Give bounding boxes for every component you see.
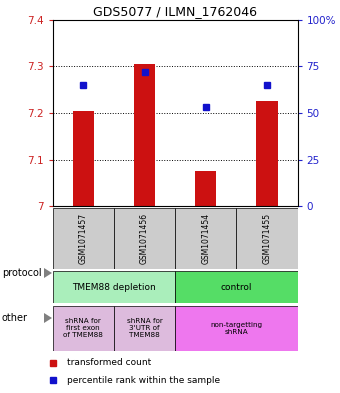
Polygon shape — [44, 313, 52, 323]
Title: GDS5077 / ILMN_1762046: GDS5077 / ILMN_1762046 — [93, 6, 257, 18]
Text: TMEM88 depletion: TMEM88 depletion — [72, 283, 156, 292]
Bar — [53, 208, 114, 269]
Bar — [114, 306, 175, 351]
Text: GSM1071455: GSM1071455 — [262, 213, 271, 264]
Text: protocol: protocol — [2, 268, 41, 278]
Text: transformed count: transformed count — [67, 358, 152, 367]
Text: GSM1071457: GSM1071457 — [79, 213, 88, 264]
Text: shRNA for
3'UTR of
TMEM88: shRNA for 3'UTR of TMEM88 — [126, 318, 163, 338]
Bar — [175, 306, 298, 351]
Bar — [134, 64, 155, 206]
Bar — [236, 208, 298, 269]
Bar — [175, 208, 236, 269]
Text: control: control — [221, 283, 252, 292]
Bar — [256, 101, 278, 206]
Bar — [53, 271, 175, 303]
Text: shRNA for
first exon
of TMEM88: shRNA for first exon of TMEM88 — [63, 318, 103, 338]
Bar — [175, 271, 298, 303]
Text: GSM1071456: GSM1071456 — [140, 213, 149, 264]
Bar — [53, 306, 114, 351]
Text: non-targetting
shRNA: non-targetting shRNA — [210, 322, 262, 335]
Polygon shape — [44, 268, 52, 278]
Text: other: other — [2, 313, 28, 323]
Bar — [73, 111, 94, 206]
Bar — [114, 208, 175, 269]
Bar — [195, 171, 216, 206]
Text: percentile rank within the sample: percentile rank within the sample — [67, 376, 220, 385]
Text: GSM1071454: GSM1071454 — [201, 213, 210, 264]
